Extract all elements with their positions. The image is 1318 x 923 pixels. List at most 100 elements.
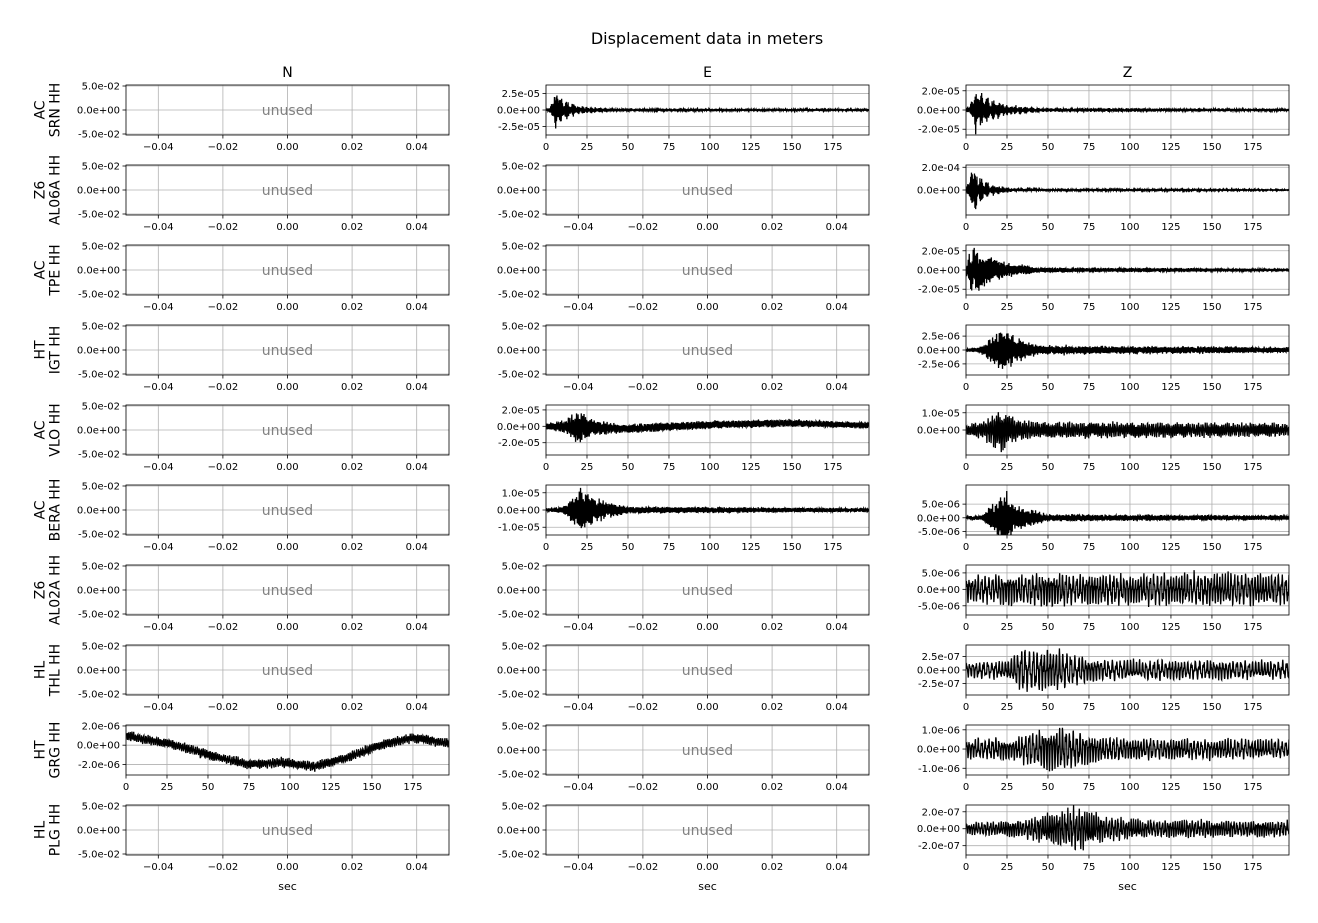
tick-marks [122, 805, 418, 859]
panel-E-3: −0.04 −0.02 0.00 0.02 0.04 5.0e-02 0.0e+00 -5.0… [497, 242, 870, 314]
tick-marks [122, 245, 418, 299]
row-label-station: AL06A HH [47, 155, 63, 225]
axes-frame [545, 324, 870, 376]
x-tick-label: 25 [581, 462, 594, 473]
x-tick-label: 150 [1202, 862, 1221, 873]
unused-label: unused [682, 823, 733, 839]
panel-Z-8: 0 25 50 75 100 125 150 175 2.5e-07 0.0e+00 -2.5e-0… [917, 644, 1290, 713]
y-tick-label: 0.0e+00 [917, 666, 960, 677]
y-tick-label: -2.0e-06 [78, 760, 120, 771]
x-tick-label: 0.04 [406, 862, 428, 873]
tick-labels: 0 25 50 75 100 125 150 175 5.0e-06 0.0e+00 -5.0e-0… [917, 500, 1263, 553]
tick-marks [122, 725, 414, 779]
y-tick-label: -2.5e-05 [498, 122, 540, 133]
tick-labels: 0 25 50 75 100 125 150 175 2.0e-06 0.0e+00 -2.0e-0… [77, 721, 423, 793]
x-tick-label: 125 [1161, 462, 1180, 473]
x-tick-label: 0.00 [276, 142, 298, 153]
x-axis-label: sec [698, 880, 717, 893]
tick-marks [962, 729, 1254, 779]
x-tick-label: 0.02 [761, 782, 783, 793]
y-tick-label: 5.0e-02 [82, 802, 120, 813]
x-tick-label: 175 [403, 782, 422, 793]
y-tick-label: 0.0e+00 [77, 586, 120, 597]
tick-labels: 0 25 50 75 100 125 150 175 2.0e-05 0.0e+00 -2.0e-0… [497, 405, 843, 473]
x-tick-label: −0.04 [143, 142, 174, 153]
x-tick-label: 25 [1001, 222, 1014, 233]
x-tick-label: −0.04 [143, 462, 174, 473]
y-tick-label: 5.0e-06 [922, 568, 960, 579]
x-tick-label: 25 [1001, 462, 1014, 473]
x-tick-label: 100 [1120, 302, 1139, 313]
panel-Z-5: 0 25 50 75 100 125 150 175 1.0e-05 0.0e+00 [917, 404, 1290, 473]
axes-frame [125, 724, 450, 776]
x-tick-label: −0.04 [143, 302, 174, 313]
x-tick-label: 150 [782, 142, 801, 153]
row-label-station: PLG HH [47, 804, 63, 857]
x-tick-label: 25 [1001, 382, 1014, 393]
x-tick-label: 150 [1202, 702, 1221, 713]
y-tick-label: 5.0e-02 [502, 642, 540, 653]
x-tick-label: 125 [321, 782, 340, 793]
tick-labels: −0.04 −0.02 0.00 0.02 0.04 5.0e-02 0.0e+00 -5.0… [497, 242, 848, 314]
axes-frame [965, 484, 1290, 536]
row-label: Z6AL06A HH [33, 155, 64, 225]
x-tick-label: −0.02 [208, 622, 239, 633]
x-tick-label: 100 [1120, 142, 1139, 153]
y-tick-label: 5.0e-02 [502, 722, 540, 733]
y-tick-label: 0.0e+00 [917, 346, 960, 357]
x-tick-label: 175 [1243, 462, 1262, 473]
y-tick-label: 0.0e+00 [917, 106, 960, 117]
x-tick-label: 0 [963, 702, 969, 713]
tick-labels: 0 25 50 75 100 125 150 175 1.0e-05 0.0e+00 -1.0e-0… [497, 488, 843, 553]
x-tick-label: 125 [741, 462, 760, 473]
axes-frame [965, 644, 1290, 696]
unused-label: unused [682, 263, 733, 279]
x-tick-label: 50 [202, 782, 215, 793]
seismogram-trace [966, 490, 1289, 535]
tick-labels: 0 25 50 75 100 125 150 175 1.0e-05 0.0e+00 [917, 408, 1263, 473]
y-tick-label: 0.0e+00 [497, 746, 540, 757]
x-tick-label: 0.02 [341, 382, 363, 393]
x-tick-label: 175 [1243, 542, 1262, 553]
x-tick-label: 25 [1001, 862, 1014, 873]
x-tick-label: 75 [1083, 862, 1096, 873]
x-tick-label: 125 [1161, 142, 1180, 153]
axes-frame [965, 324, 1290, 376]
x-tick-label: 100 [700, 142, 719, 153]
y-tick-label: -5.0e-02 [498, 370, 540, 381]
row-label: ACTPE HH [33, 244, 64, 296]
panel-N-9: 0 25 50 75 100 125 150 175 2.0e-06 0.0e+00 -2.0e-0… [77, 721, 450, 793]
y-tick-label: 2.0e-04 [922, 163, 960, 174]
axes-frame [125, 644, 450, 696]
x-tick-label: 75 [663, 542, 676, 553]
seismogram-trace [966, 172, 1289, 210]
seismogram-trace [966, 648, 1289, 692]
axes-frame [965, 724, 1290, 776]
tick-labels: −0.04 −0.02 0.00 0.02 0.04 5.0e-02 0.0e+00 -5.0… [497, 642, 848, 714]
x-tick-label: −0.04 [143, 702, 174, 713]
x-tick-label: 0.02 [341, 862, 363, 873]
y-tick-label: 0.0e+00 [917, 186, 960, 197]
axes-frame [965, 84, 1290, 136]
x-tick-label: 25 [581, 142, 594, 153]
unused-label: unused [262, 263, 313, 279]
x-tick-label: 100 [1120, 622, 1139, 633]
tick-labels: −0.04 −0.02 0.00 0.02 0.04 5.0e-02 0.0e+00 -5.0… [77, 322, 428, 394]
x-tick-label: −0.04 [563, 622, 594, 633]
axes-frame [125, 324, 450, 376]
axes-frame [545, 84, 870, 136]
x-tick-label: 0 [543, 462, 549, 473]
y-tick-label: 0.0e+00 [497, 422, 540, 433]
x-tick-label: 0.04 [406, 542, 428, 553]
grid-lines [126, 485, 449, 535]
x-tick-label: 50 [1042, 622, 1055, 633]
x-tick-label: 0.00 [696, 782, 718, 793]
seismogram-trace [966, 805, 1289, 851]
row-label: HTGRG HH [33, 722, 64, 779]
x-tick-label: 0.00 [276, 302, 298, 313]
tick-labels: 0 25 50 75 100 125 150 175 1.0e-06 0.0e+00 -1.0e-0… [917, 725, 1263, 793]
y-tick-label: 1.0e-06 [922, 725, 960, 736]
tick-marks [542, 325, 838, 379]
tick-labels: 0 25 50 75 100 125 150 175 2.5e-07 0.0e+00 -2.5e-0… [917, 652, 1263, 713]
x-tick-label: 175 [823, 142, 842, 153]
